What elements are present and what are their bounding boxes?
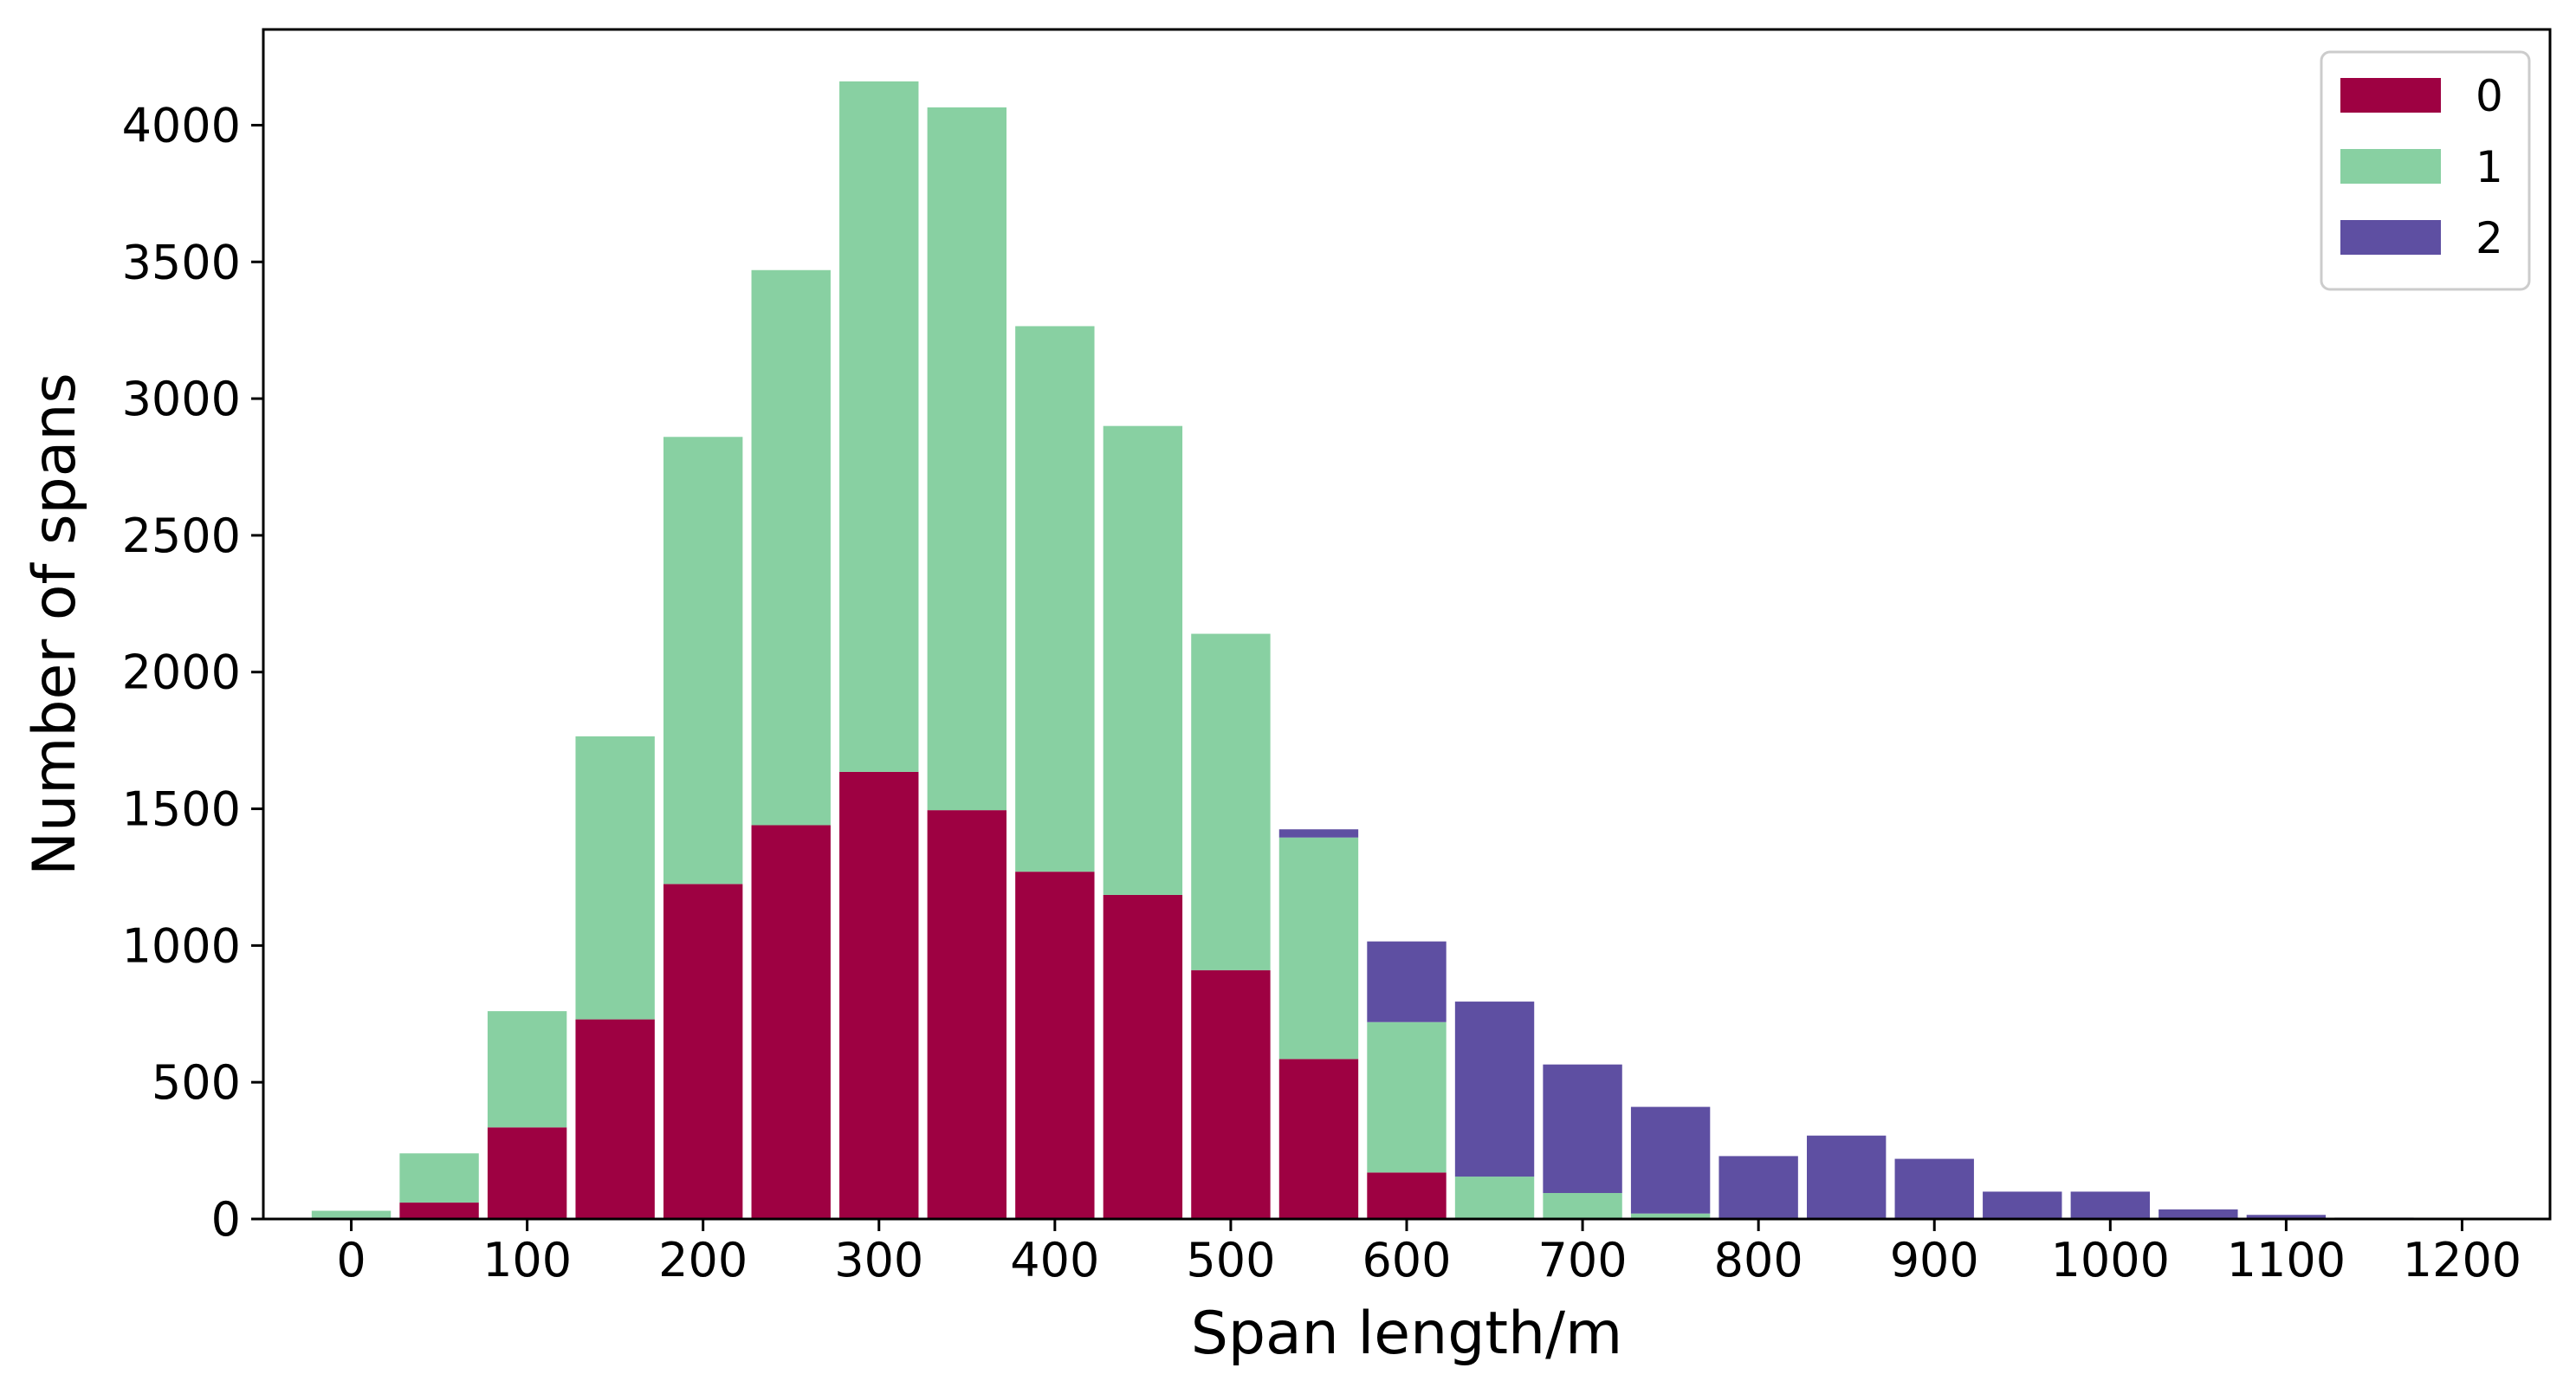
bar-series-1-x-300 xyxy=(839,81,919,772)
bar-series-2-x-750 xyxy=(1630,1106,1711,1214)
bar-series-1-x-0 xyxy=(311,1210,392,1218)
legend-swatch-0 xyxy=(2340,78,2441,113)
y-tick-label: 1500 xyxy=(122,782,241,837)
bar-series-1-x-450 xyxy=(1103,425,1183,895)
x-tick-label: 900 xyxy=(1890,1233,1979,1287)
bar-series-1-x-350 xyxy=(927,107,1006,811)
bar-series-0-x-250 xyxy=(751,825,831,1219)
bar-series-1-x-700 xyxy=(1543,1193,1622,1219)
x-tick-label: 800 xyxy=(1714,1233,1803,1287)
bar-series-0-x-350 xyxy=(927,810,1006,1219)
bar-series-0-x-150 xyxy=(575,1019,655,1219)
x-tick-label: 100 xyxy=(482,1233,572,1287)
x-tick-label: 600 xyxy=(1362,1233,1451,1287)
bar-series-0-x-400 xyxy=(1015,872,1095,1219)
bar-series-2-x-900 xyxy=(1894,1158,1974,1219)
bar-series-1-x-750 xyxy=(1630,1213,1711,1219)
bar-series-1-x-550 xyxy=(1278,837,1359,1060)
x-tick-label: 1200 xyxy=(2403,1233,2521,1287)
bar-series-2-x-550 xyxy=(1278,829,1359,838)
bar-series-2-x-1050 xyxy=(2159,1209,2238,1219)
x-axis-label: Span length/m xyxy=(1191,1300,1623,1368)
plot-frame xyxy=(262,28,2552,1221)
legend-swatch-2 xyxy=(2340,220,2441,255)
y-tick-label: 4000 xyxy=(122,98,241,152)
bar-series-1-x-150 xyxy=(575,736,655,1020)
legend-label-1: 1 xyxy=(2476,142,2503,192)
legend-swatch-1 xyxy=(2340,149,2441,184)
y-tick-label: 500 xyxy=(152,1055,241,1110)
bar-series-0-x-50 xyxy=(399,1203,479,1219)
y-tick-label: 2000 xyxy=(122,645,241,700)
bar-series-2-x-850 xyxy=(1807,1135,1887,1219)
x-tick-label: 400 xyxy=(1010,1233,1099,1287)
bar-series-2-x-700 xyxy=(1543,1064,1622,1194)
x-tick-label: 300 xyxy=(834,1233,923,1287)
legend-label-0: 0 xyxy=(2476,71,2503,121)
bar-series-0-x-500 xyxy=(1191,969,1271,1219)
bar-series-0-x-100 xyxy=(487,1127,567,1219)
bar-series-1-x-400 xyxy=(1015,326,1095,872)
x-tick-label: 1100 xyxy=(2227,1233,2346,1287)
legend-label-2: 2 xyxy=(2476,213,2503,263)
y-tick-label: 3500 xyxy=(122,235,241,289)
bar-series-2-x-1100 xyxy=(2246,1215,2327,1219)
bar-series-1-x-250 xyxy=(751,269,831,826)
x-tick-label: 500 xyxy=(1186,1233,1275,1287)
bar-series-1-x-200 xyxy=(663,437,743,885)
x-tick-label: 700 xyxy=(1538,1233,1628,1287)
x-axis-ticks: 0 100 200 300 400 500 600 700 800 900 1000 1100 1200 xyxy=(336,1219,2521,1287)
x-tick-label: 1000 xyxy=(2051,1233,2170,1287)
bar-series-0-x-600 xyxy=(1367,1172,1447,1219)
y-axis-label: Number of spans xyxy=(21,373,89,876)
bar-series-1-x-650 xyxy=(1454,1177,1535,1219)
bar-series-2-x-650 xyxy=(1454,1002,1535,1177)
x-tick-label: 0 xyxy=(336,1233,366,1287)
bar-series-0-x-300 xyxy=(839,771,919,1219)
x-tick-label: 200 xyxy=(658,1233,748,1287)
bar-series-2-x-950 xyxy=(1983,1191,2062,1219)
bar-series-2-x-600 xyxy=(1367,941,1447,1022)
bar-series-1-x-600 xyxy=(1367,1021,1447,1173)
bar-series-2-x-1000 xyxy=(2070,1191,2150,1219)
bars-group xyxy=(311,81,2414,1219)
y-tick-label: 3000 xyxy=(122,372,241,426)
bar-series-2-x-800 xyxy=(1718,1156,1798,1219)
legend: 0 1 2 xyxy=(2320,50,2531,291)
bar-series-0-x-450 xyxy=(1103,894,1183,1219)
bar-series-1-x-500 xyxy=(1191,633,1271,970)
y-tick-label: 1000 xyxy=(122,918,241,973)
bar-series-1-x-100 xyxy=(487,1011,567,1128)
bar-series-0-x-550 xyxy=(1278,1059,1359,1219)
y-tick-label: 0 xyxy=(211,1192,241,1247)
y-tick-label: 2500 xyxy=(122,509,241,563)
bar-series-0-x-200 xyxy=(663,884,743,1219)
bar-series-1-x-50 xyxy=(399,1153,479,1203)
y-axis-ticks: 0 500 1000 1500 2000 2500 3000 3500 4000 xyxy=(122,98,263,1247)
